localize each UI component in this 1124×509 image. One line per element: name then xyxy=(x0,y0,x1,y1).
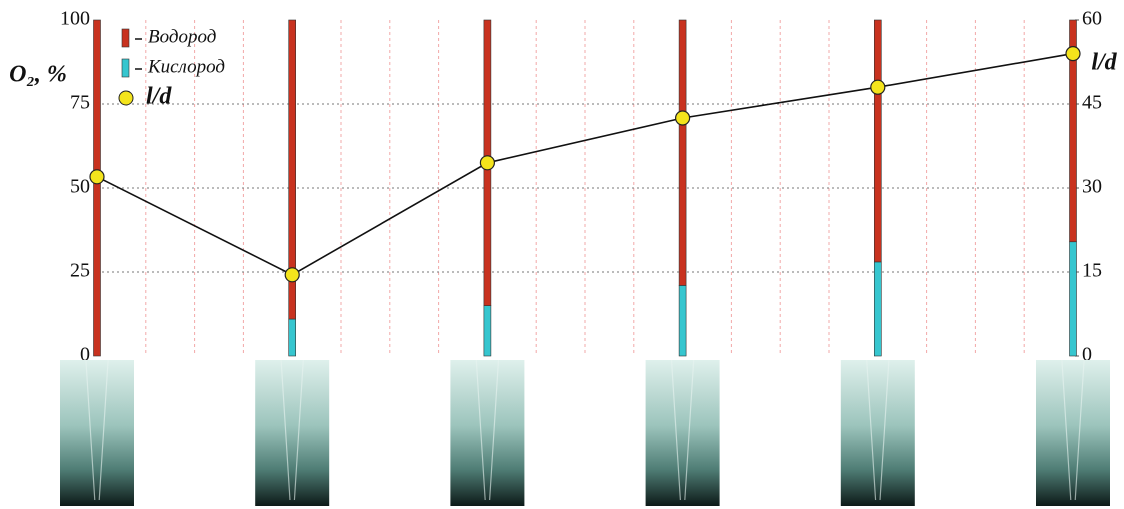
y2-axis-label: l/d xyxy=(1091,50,1117,76)
chart: O₂, % l/d 0255075100015304560ВодородКисл… xyxy=(0,0,1124,509)
bar xyxy=(679,285,686,356)
point xyxy=(676,111,690,125)
bar xyxy=(484,306,491,356)
photo xyxy=(450,360,524,506)
bar xyxy=(1070,242,1077,356)
point xyxy=(480,156,494,170)
bar xyxy=(874,262,881,356)
photo xyxy=(646,360,720,506)
legend-label: l/d xyxy=(146,84,172,110)
point xyxy=(285,268,299,282)
legend-label: Кислород xyxy=(147,56,225,77)
point xyxy=(1066,47,1080,61)
y2-tick-label: 60 xyxy=(1082,8,1102,30)
point xyxy=(90,170,104,184)
y-tick-label: 75 xyxy=(70,92,90,114)
y2-tick-label: 15 xyxy=(1082,260,1102,282)
legend-marker xyxy=(119,91,133,105)
photo xyxy=(255,360,329,506)
bar xyxy=(289,319,296,356)
legend-marker xyxy=(122,29,129,47)
point xyxy=(871,80,885,94)
y-tick-label: 100 xyxy=(60,8,90,30)
photo xyxy=(60,360,134,506)
y-axis-label: O₂, % xyxy=(9,62,67,88)
y-tick-label: 25 xyxy=(70,260,90,282)
bar xyxy=(874,20,881,262)
bar xyxy=(94,20,101,356)
legend-marker xyxy=(122,59,129,77)
bar xyxy=(679,20,686,285)
photo xyxy=(1036,360,1110,506)
legend-label: Водород xyxy=(148,26,216,47)
y2-tick-label: 45 xyxy=(1082,92,1102,114)
photo xyxy=(841,360,915,506)
y-tick-label: 50 xyxy=(70,176,90,198)
y2-tick-label: 30 xyxy=(1082,176,1102,198)
